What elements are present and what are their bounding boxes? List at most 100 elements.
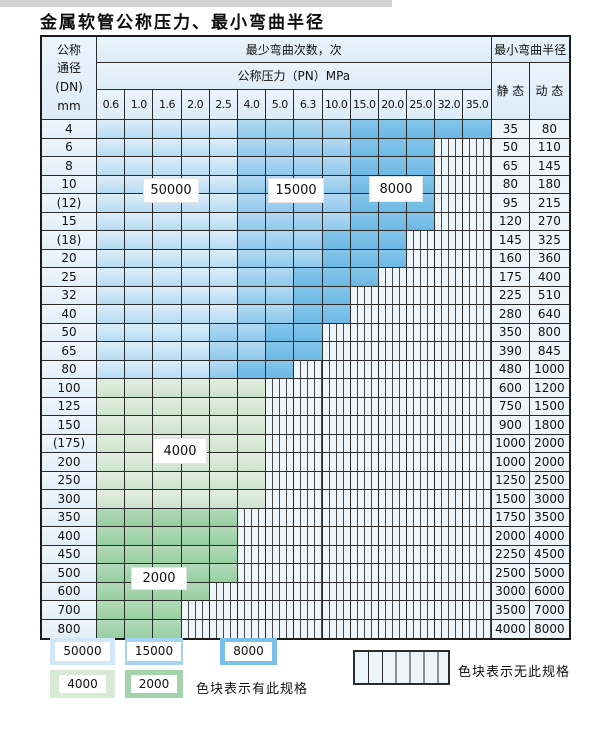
grid-cell [266, 305, 295, 324]
grid-cell [237, 453, 267, 472]
grid-cell [209, 175, 238, 194]
legend-no-spec-text: 色块表示无此规格 [458, 665, 571, 680]
grid-cell [322, 231, 351, 250]
static-value: 2000 [491, 527, 531, 546]
legend-swatch-label: 8000 [225, 642, 272, 661]
grid-cell [294, 490, 323, 509]
grid-cell [209, 138, 238, 157]
grid-cell [322, 601, 351, 620]
grid-cell [125, 157, 154, 176]
grid-cell [294, 434, 323, 453]
grid-cell [378, 601, 408, 620]
grid-cell [125, 342, 154, 361]
grid-cell [266, 508, 295, 527]
grid-cell [350, 342, 379, 361]
grid-cell [435, 545, 464, 564]
dn-label: 125 [42, 397, 97, 416]
grid-cell [237, 286, 267, 305]
grid-cell [407, 453, 436, 472]
grid-cell [350, 120, 379, 139]
grid-cell [463, 120, 492, 139]
grid-cell [407, 434, 436, 453]
dynamic-value: 3500 [530, 508, 569, 527]
static-value: 600 [491, 379, 531, 398]
dn-label: 400 [42, 527, 97, 546]
header-static: 静 态 [491, 63, 531, 120]
grid-cell [350, 434, 379, 453]
grid-cell [378, 379, 408, 398]
grid-cell [209, 286, 238, 305]
grid-cell [266, 268, 295, 287]
grid-cell [237, 508, 267, 527]
grid-cell [153, 305, 182, 324]
grid-cell [294, 397, 323, 416]
legend-has-spec-text: 色块表示有此规格 [196, 682, 309, 697]
grid-cell [407, 490, 436, 509]
grid-cell [322, 268, 351, 287]
grid-cell [350, 231, 379, 250]
grid-cell [407, 342, 436, 361]
legend-swatch-label: 2000 [130, 674, 178, 694]
grid-cell [153, 490, 182, 509]
grid-cell [322, 175, 351, 194]
grid-cell [435, 527, 464, 546]
grid-cell [322, 286, 351, 305]
grid-cell [435, 268, 464, 287]
grid-cell [378, 545, 408, 564]
grid-cell [153, 249, 182, 268]
dn-label: 6 [42, 138, 97, 157]
grid-cell [378, 453, 408, 472]
dynamic-value: 640 [530, 305, 569, 324]
dynamic-value: 1200 [530, 379, 569, 398]
grid-cell [237, 434, 267, 453]
grid-cell [237, 416, 267, 435]
grid-cell [181, 323, 210, 342]
dynamic-value: 110 [530, 138, 569, 157]
dynamic-value: 4000 [530, 527, 569, 546]
static-value: 145 [491, 231, 531, 250]
grid-cell [266, 582, 295, 601]
grid-cell [350, 397, 379, 416]
grid-cell [266, 360, 295, 379]
grid-cell [350, 323, 379, 342]
dynamic-value: 80 [530, 120, 569, 139]
grid-cell [435, 508, 464, 527]
grid-cell [153, 342, 182, 361]
grid-cell [435, 379, 464, 398]
grid-cell [237, 564, 267, 583]
grid-cell [407, 360, 436, 379]
dynamic-value: 270 [530, 212, 569, 231]
static-value: 160 [491, 249, 531, 268]
grid-cell [435, 175, 464, 194]
grid-cell [435, 434, 464, 453]
grid-cell [294, 471, 323, 490]
dynamic-value: 2000 [530, 453, 569, 472]
grid-cell [463, 397, 492, 416]
grid-cell [153, 416, 182, 435]
grid-cell [322, 194, 351, 213]
grid-cell [350, 582, 379, 601]
header-dn-line: 公称 [56, 42, 81, 57]
legend-swatch-15000: 15000 [125, 638, 183, 665]
grid-cell [294, 564, 323, 583]
grid-cell [463, 471, 492, 490]
grid-cell [435, 342, 464, 361]
dn-label: 40 [42, 305, 97, 324]
dynamic-value: 400 [530, 268, 569, 287]
grid-cell [181, 397, 210, 416]
grid-cell [294, 619, 323, 638]
grid-cell [97, 138, 126, 157]
grid-cell [463, 582, 492, 601]
grid-cell [237, 231, 267, 250]
grid-cell [294, 601, 323, 620]
pressure-col-header: 6.3 [294, 90, 323, 120]
static-value: 3500 [491, 601, 531, 620]
dn-label: (12) [42, 194, 97, 213]
grid-cell [463, 305, 492, 324]
grid-cell [97, 508, 126, 527]
grid-cell [463, 194, 492, 213]
grid-cell [209, 545, 238, 564]
grid-cell [209, 397, 238, 416]
grid-cell [209, 416, 238, 435]
grid-cell [181, 268, 210, 287]
